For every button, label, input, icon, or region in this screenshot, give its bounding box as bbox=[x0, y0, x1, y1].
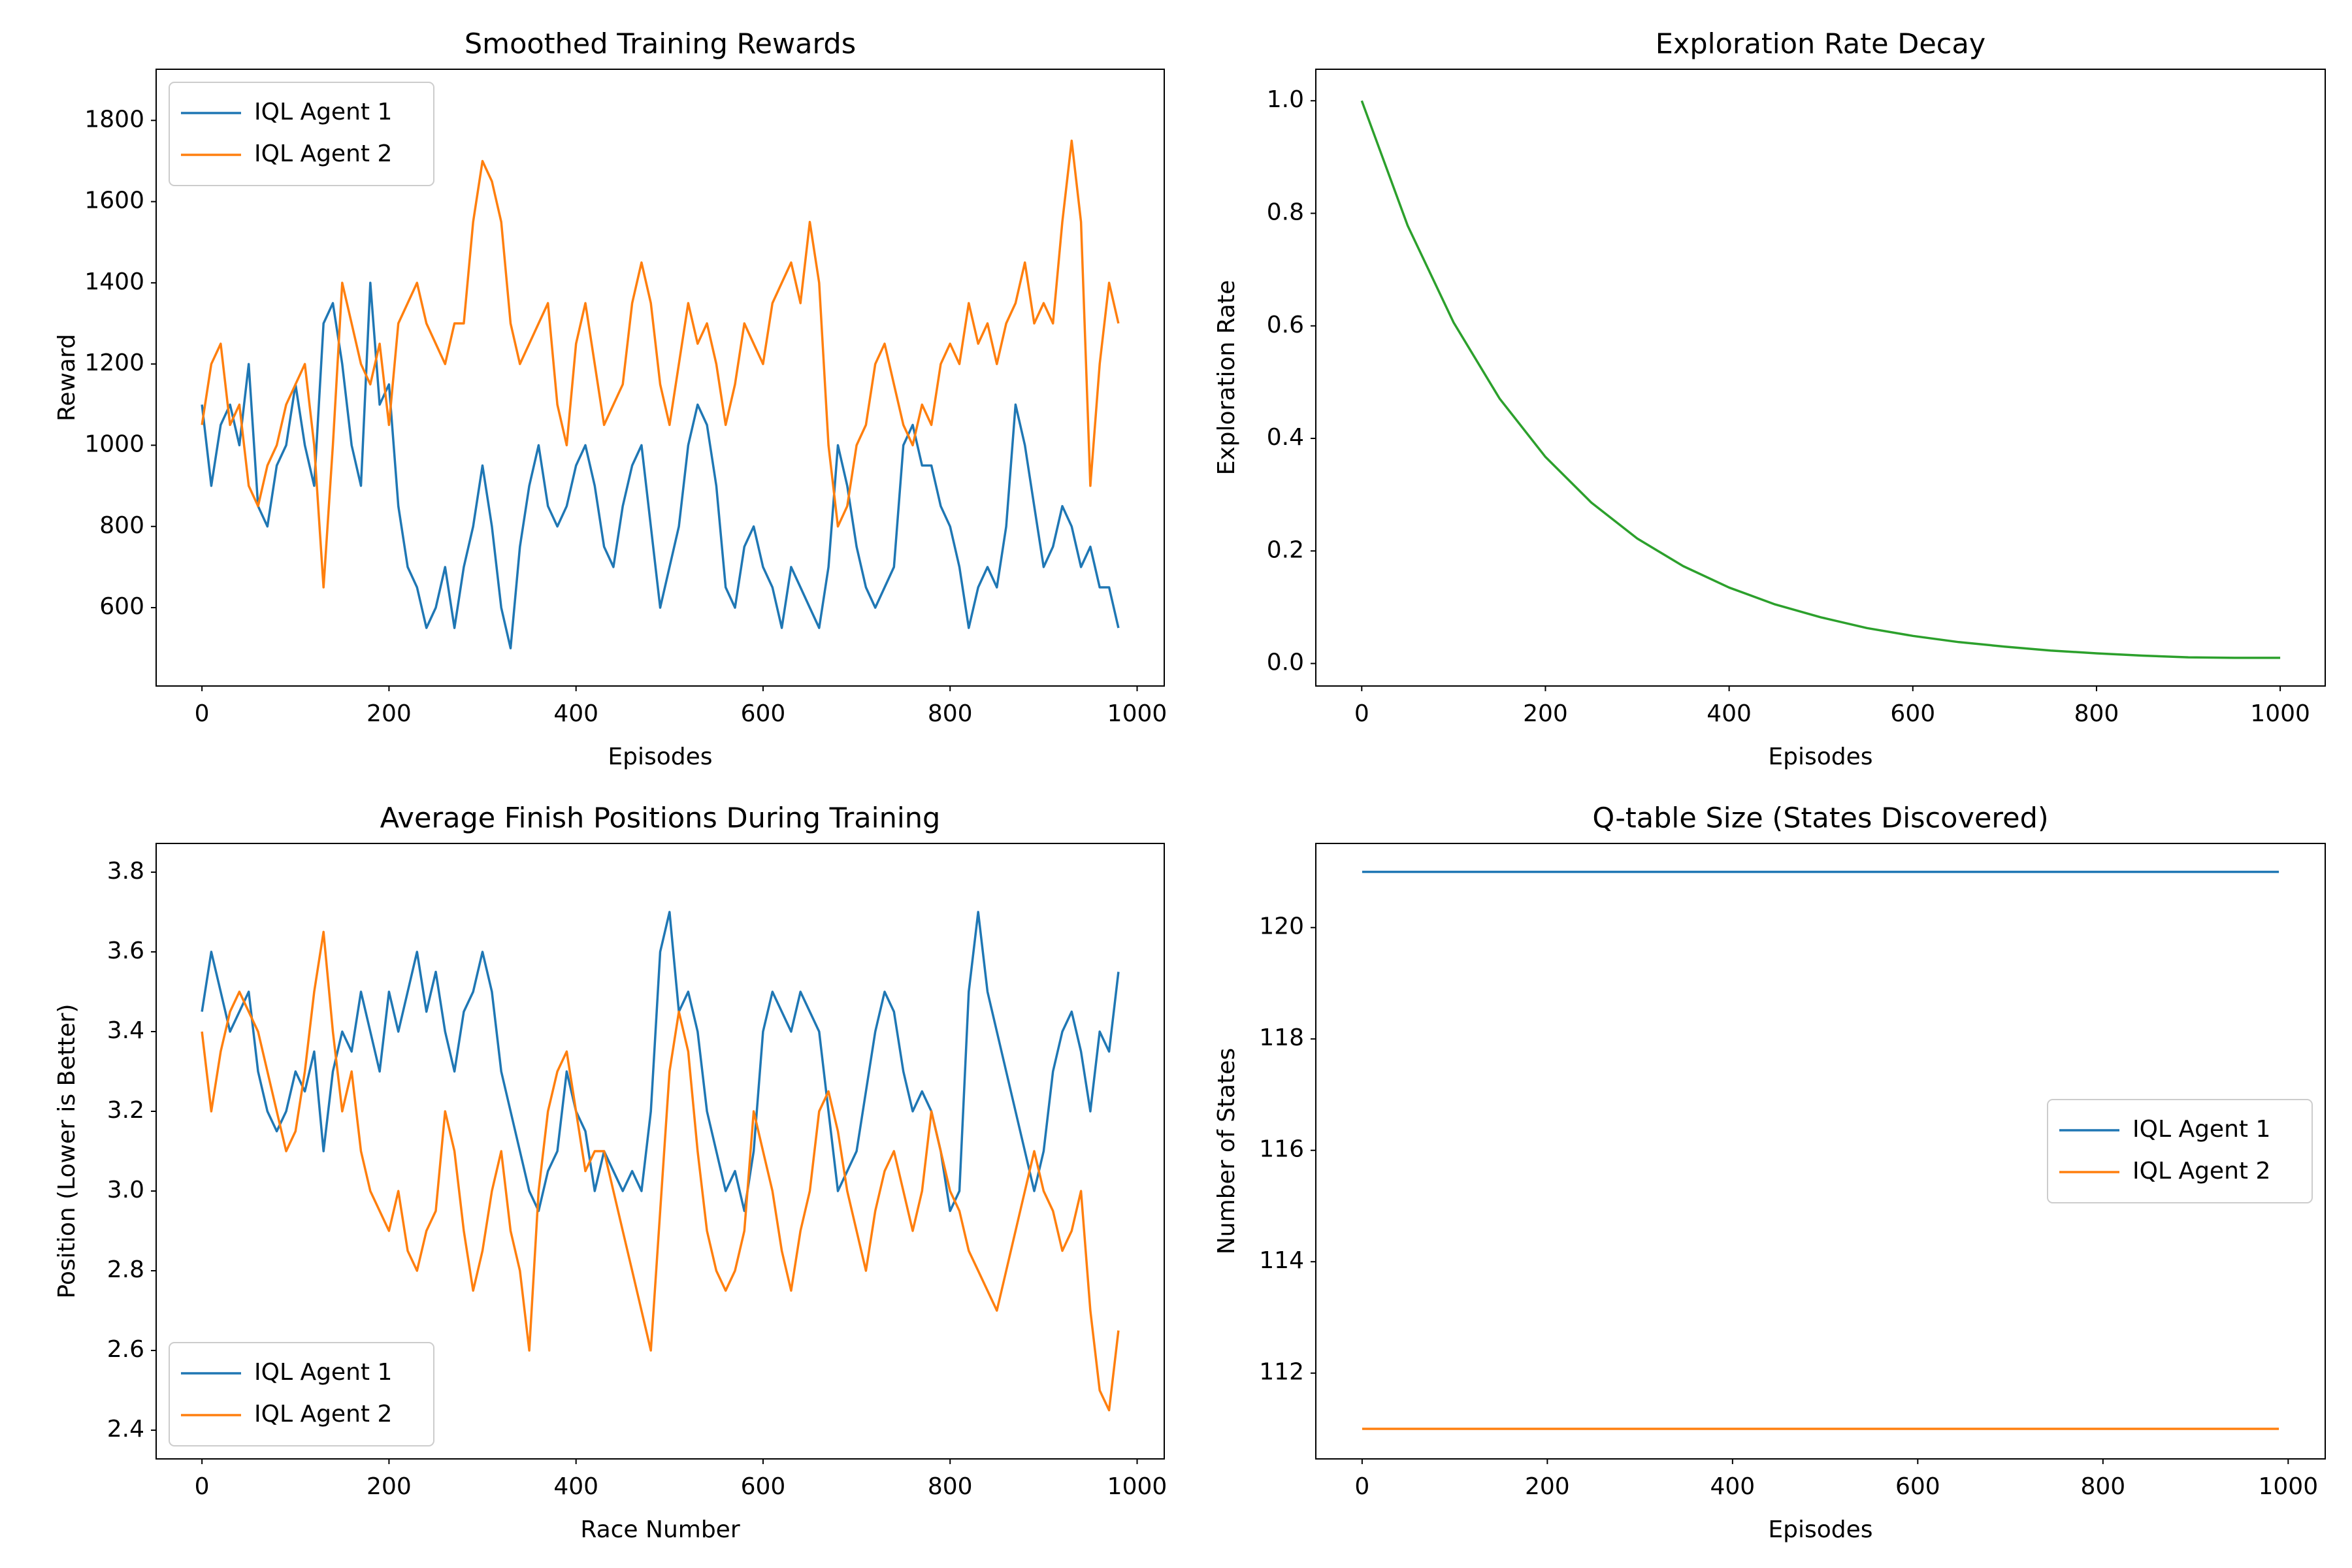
x-tick-label: 800 bbox=[2074, 700, 2119, 727]
y-tick-label: 2.4 bbox=[107, 1416, 144, 1443]
x-tick-label: 600 bbox=[1895, 1473, 1940, 1500]
y-tick-label: 112 bbox=[1259, 1359, 1304, 1386]
x-tick-label: 1000 bbox=[1107, 700, 1168, 727]
data-line bbox=[201, 282, 1120, 649]
x-tick-label: 0 bbox=[195, 700, 210, 727]
axes-frame bbox=[1315, 843, 2326, 1460]
legend-label: IQL Agent 2 bbox=[254, 1401, 392, 1428]
data-line bbox=[1360, 100, 2281, 659]
x-tick-label: 400 bbox=[1707, 700, 1752, 727]
x-tick-label: 0 bbox=[1354, 700, 1369, 727]
x-tick-label: 200 bbox=[1523, 700, 1568, 727]
x-tick-label: 0 bbox=[1354, 1473, 1369, 1500]
legend-label: IQL Agent 2 bbox=[254, 140, 392, 167]
x-tick-label: 0 bbox=[195, 1473, 210, 1500]
x-tick-label: 800 bbox=[2080, 1473, 2125, 1500]
y-tick-label: 118 bbox=[1259, 1024, 1304, 1051]
chart-title: Q-table Size (States Discovered) bbox=[1592, 802, 2048, 835]
y-tick-label: 1400 bbox=[84, 269, 144, 295]
x-tick-label: 200 bbox=[1525, 1473, 1570, 1500]
y-tick-label: 2.8 bbox=[107, 1256, 144, 1283]
data-line bbox=[201, 930, 1120, 1412]
legend-box bbox=[2047, 1099, 2313, 1203]
legend-label: IQL Agent 1 bbox=[254, 99, 392, 125]
x-axis-label: Episodes bbox=[608, 743, 712, 770]
x-axis-label: Episodes bbox=[1768, 743, 1872, 770]
y-axis-label: Position (Lower is Better) bbox=[54, 1004, 80, 1298]
x-tick-label: 600 bbox=[741, 1473, 786, 1500]
chart-title: Smoothed Training Rewards bbox=[465, 28, 856, 61]
y-tick-label: 120 bbox=[1259, 913, 1304, 940]
y-tick-label: 600 bbox=[99, 593, 144, 620]
y-tick-label: 116 bbox=[1259, 1136, 1304, 1163]
y-tick-label: 0.6 bbox=[1267, 312, 1304, 338]
y-tick-label: 3.6 bbox=[107, 938, 144, 964]
y-tick-label: 800 bbox=[99, 512, 144, 539]
y-tick-label: 0.0 bbox=[1267, 649, 1304, 676]
y-tick-label: 3.4 bbox=[107, 1017, 144, 1044]
chart-title: Average Finish Positions During Training bbox=[380, 802, 941, 835]
y-tick-label: 0.4 bbox=[1267, 424, 1304, 451]
y-tick-label: 3.2 bbox=[107, 1097, 144, 1124]
y-tick-label: 1000 bbox=[84, 431, 144, 457]
x-tick-label: 1000 bbox=[2250, 700, 2310, 727]
x-tick-label: 200 bbox=[367, 1473, 412, 1500]
x-tick-label: 200 bbox=[367, 700, 412, 727]
legend-label: IQL Agent 2 bbox=[2132, 1158, 2270, 1184]
data-line bbox=[201, 911, 1120, 1213]
x-tick-label: 400 bbox=[1710, 1473, 1755, 1500]
y-tick-label: 3.8 bbox=[107, 858, 144, 885]
axes-frame bbox=[155, 843, 1165, 1460]
x-tick-label: 800 bbox=[928, 1473, 973, 1500]
x-tick-label: 600 bbox=[741, 700, 786, 727]
legend-box bbox=[169, 1342, 434, 1446]
y-tick-label: 2.6 bbox=[107, 1336, 144, 1363]
y-tick-label: 0.8 bbox=[1267, 199, 1304, 225]
y-axis-label: Number of States bbox=[1213, 1048, 1240, 1254]
legend-label: IQL Agent 1 bbox=[2132, 1116, 2270, 1143]
y-tick-label: 114 bbox=[1259, 1247, 1304, 1274]
legend-box bbox=[169, 82, 434, 186]
x-axis-label: Race Number bbox=[580, 1516, 740, 1543]
x-tick-label: 600 bbox=[1890, 700, 1935, 727]
axes-frame bbox=[1315, 69, 2326, 687]
y-axis-label: Reward bbox=[54, 334, 80, 421]
y-tick-label: 1.0 bbox=[1267, 86, 1304, 113]
y-tick-label: 1200 bbox=[84, 350, 144, 376]
x-tick-label: 1000 bbox=[1107, 1473, 1168, 1500]
x-axis-label: Episodes bbox=[1768, 1516, 1872, 1543]
y-tick-label: 3.0 bbox=[107, 1177, 144, 1203]
x-tick-label: 800 bbox=[928, 700, 973, 727]
y-axis-label: Exploration Rate bbox=[1213, 280, 1240, 476]
y-tick-label: 1800 bbox=[84, 106, 144, 133]
y-tick-label: 1600 bbox=[84, 188, 144, 214]
y-tick-label: 0.2 bbox=[1267, 536, 1304, 563]
x-tick-label: 400 bbox=[553, 700, 598, 727]
x-tick-label: 400 bbox=[553, 1473, 598, 1500]
x-tick-label: 1000 bbox=[2258, 1473, 2318, 1500]
data-line bbox=[201, 139, 1120, 589]
chart-title: Exploration Rate Decay bbox=[1656, 28, 1986, 61]
axes-frame bbox=[155, 69, 1165, 687]
legend-label: IQL Agent 1 bbox=[254, 1359, 392, 1386]
